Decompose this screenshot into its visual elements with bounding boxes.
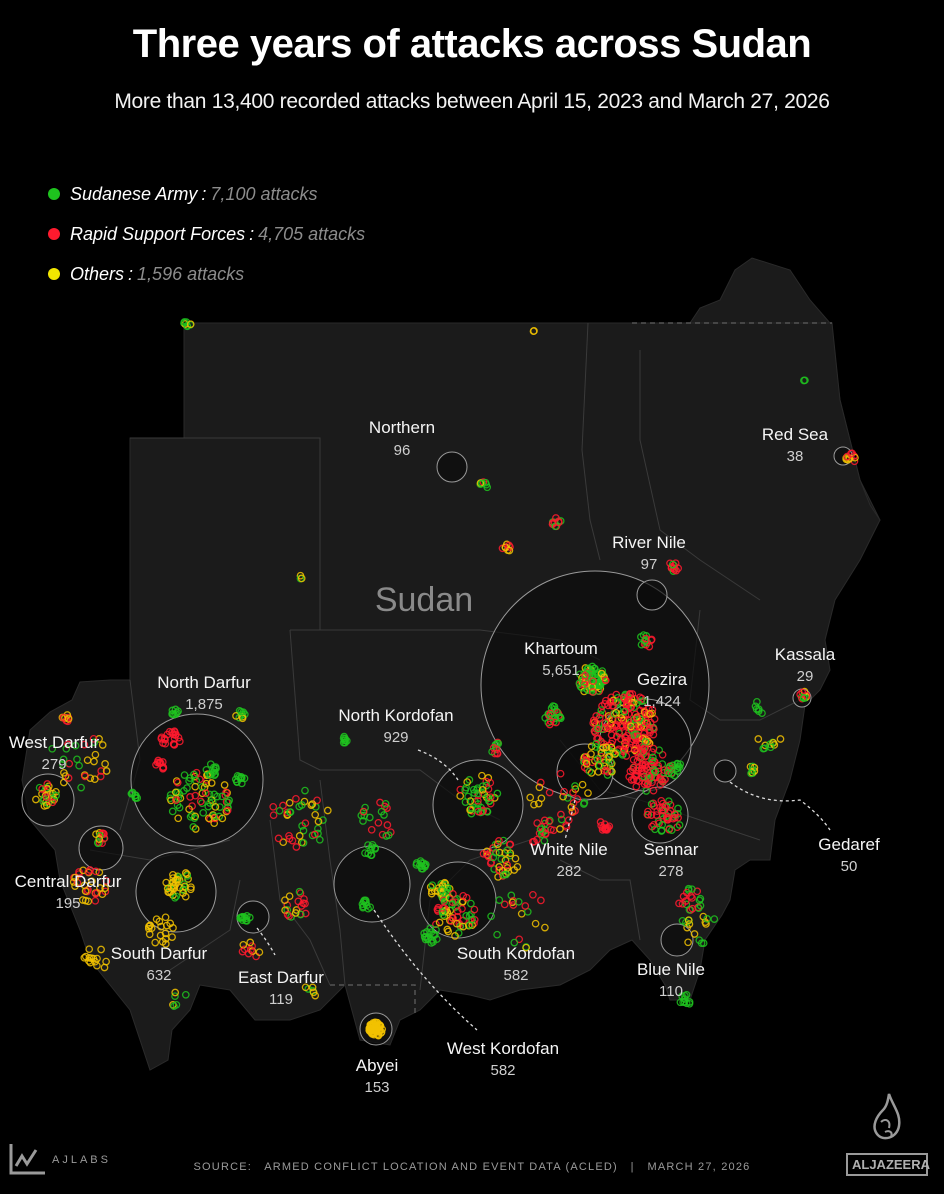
country-label: Sudan xyxy=(375,581,473,619)
legend-item-rsf: Rapid Support Forces : 4,705 attacks xyxy=(48,214,365,254)
map-title: Three years of attacks across Sudan xyxy=(132,22,812,66)
aljazeera-logo: ALJAZEERA xyxy=(846,1092,930,1176)
region-label-south-kordofan: South Kordofan xyxy=(457,944,575,963)
region-count-kassala: 29 xyxy=(797,668,814,685)
army-dot-icon xyxy=(48,188,60,200)
legend-separator: : xyxy=(128,263,134,284)
region-count-abyei: 153 xyxy=(364,1079,389,1096)
leader-lines xyxy=(256,749,831,1031)
region-label-gezira: Gezira xyxy=(637,670,688,689)
region-label-red-sea: Red Sea xyxy=(762,425,829,444)
region-count-north-kordofan: 929 xyxy=(383,729,408,746)
legend-value: 7,100 attacks xyxy=(210,183,318,204)
legend-label: Sudanese Army xyxy=(70,183,198,204)
ajlabs-text: AJLABS xyxy=(52,1154,111,1166)
region-label-kassala: Kassala xyxy=(775,645,836,664)
region-count-gedaref: 50 xyxy=(841,858,858,875)
region-label-north-darfur: North Darfur xyxy=(157,673,251,692)
circle-blue-nile xyxy=(660,923,694,957)
abyei-border xyxy=(330,984,416,1015)
region-count-northern: 96 xyxy=(394,442,411,459)
region-count-central-darfur: 195 xyxy=(55,895,80,912)
region-labels: Northern 96 Red Sea 38 River Nile 97 Kha… xyxy=(9,418,880,1096)
region-count-south-darfur: 632 xyxy=(146,967,171,984)
legend: Sudanese Army : 7,100 attacks Rapid Supp… xyxy=(48,174,365,294)
region-label-east-darfur: East Darfur xyxy=(238,968,324,987)
region-count-south-kordofan: 582 xyxy=(503,967,528,984)
region-count-river-nile: 97 xyxy=(641,556,658,573)
region-label-south-darfur: South Darfur xyxy=(111,944,208,963)
circle-north-kordofan xyxy=(432,759,524,851)
legend-item-others: Others : 1,596 attacks xyxy=(48,254,365,294)
region-count-west-kordofan: 582 xyxy=(490,1062,515,1079)
region-count-east-darfur: 119 xyxy=(269,991,293,1008)
region-count-red-sea: 38 xyxy=(787,448,804,465)
legend-label: Others xyxy=(70,263,125,284)
circle-northern xyxy=(436,451,468,483)
legend-label: Rapid Support Forces xyxy=(70,223,246,244)
region-count-north-darfur: 1,875 xyxy=(185,696,223,713)
others-dot-icon xyxy=(48,268,60,280)
region-label-northern: Northern xyxy=(369,418,435,437)
source-credit: SOURCE: ARMED CONFLICT LOCATION AND EVEN… xyxy=(193,1161,751,1173)
region-label-abyei: Abyei xyxy=(356,1056,399,1075)
region-count-sennar: 278 xyxy=(658,863,683,880)
region-count-gezira: 1,424 xyxy=(643,693,681,710)
sudan-land-main xyxy=(21,322,881,1071)
region-label-west-darfur: West Darfur xyxy=(9,733,100,752)
region-label-khartoum: Khartoum xyxy=(524,639,598,658)
legend-value: 4,705 attacks xyxy=(258,223,366,244)
region-label-sennar: Sennar xyxy=(644,840,699,859)
region-label-west-kordofan: West Kordofan xyxy=(447,1039,559,1058)
circle-river-nile xyxy=(636,579,668,611)
ajlabs-logo: AJLABS xyxy=(8,1142,111,1176)
legend-value: 1,596 attacks xyxy=(137,263,245,284)
region-label-blue-nile: Blue Nile xyxy=(637,960,705,979)
legend-separator: : xyxy=(201,183,207,204)
region-label-gedaref: Gedaref xyxy=(818,835,880,854)
map-subtitle: More than 13,400 recorded attacks betwee… xyxy=(114,90,830,113)
aljazeera-wordmark: ALJAZEERA xyxy=(846,1153,930,1176)
region-label-white-nile: White Nile xyxy=(530,840,607,859)
region-label-river-nile: River Nile xyxy=(612,533,686,552)
circle-gedaref xyxy=(713,759,737,783)
legend-item-army: Sudanese Army : 7,100 attacks xyxy=(48,174,365,214)
circle-south-darfur xyxy=(135,851,217,933)
attack-dots-overlay xyxy=(32,318,859,1040)
region-count-white-nile: 282 xyxy=(556,863,581,880)
rsf-dot-icon xyxy=(48,228,60,240)
aljazeera-calligraphy-icon xyxy=(873,1093,901,1140)
region-count-west-darfur: 279 xyxy=(41,756,66,773)
region-label-central-darfur: Central Darfur xyxy=(15,872,122,891)
legend-separator: : xyxy=(249,223,255,244)
region-label-north-kordofan: North Kordofan xyxy=(338,706,453,725)
region-count-khartoum: 5,651 xyxy=(542,662,580,679)
region-count-blue-nile: 110 xyxy=(659,983,683,1000)
ajlabs-chart-icon xyxy=(9,1144,45,1175)
